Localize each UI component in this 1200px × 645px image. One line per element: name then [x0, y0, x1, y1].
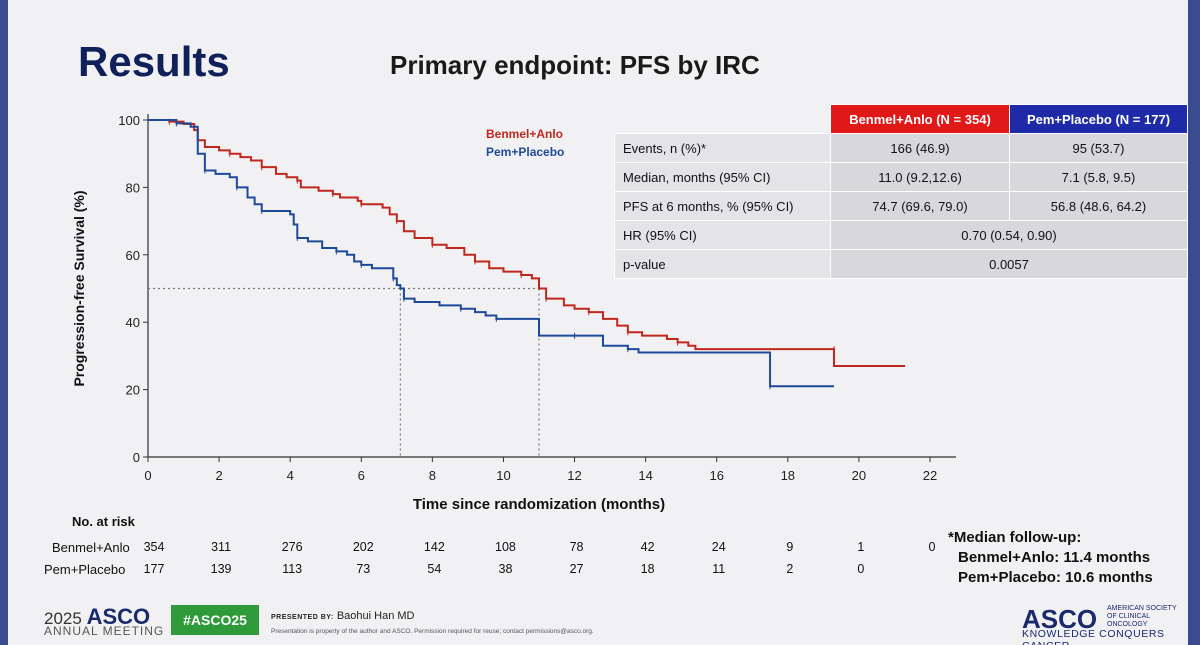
asco-logo: ASCO — [1022, 604, 1098, 634]
risk-count: 1 — [857, 540, 865, 554]
meeting-year: 2025 — [44, 609, 82, 628]
y-tick-label: 0 — [133, 450, 140, 465]
risk-count: 113 — [282, 562, 303, 576]
x-axis-label: Time since randomization (months) — [413, 496, 665, 513]
presented-by-label: PRESENTED BY: — [271, 614, 334, 621]
risk-count: 38 — [498, 562, 513, 576]
stats-header-benmel: Benmel+Anlo (N = 354) — [830, 104, 1010, 134]
x-tick-label: 0 — [144, 468, 151, 483]
x-tick-label: 6 — [358, 468, 365, 483]
followup-heading: *Median follow-up: — [948, 529, 1082, 546]
risk-count: 142 — [423, 540, 445, 554]
risk-count: 0 — [928, 540, 936, 554]
stats-row-hr: HR (95% CI) 0.70 (0.54, 0.90) — [614, 220, 1188, 250]
y-tick-label: 40 — [126, 315, 140, 330]
stats-row: Median, months (95% CI) 11.0 (9.2,12.6) … — [614, 162, 1188, 192]
y-axis-label: Progression-free Survival (%) — [71, 190, 87, 386]
followup-pem: Pem+Placebo: 10.6 months — [958, 569, 1153, 586]
presenter-line: PRESENTED BY: Baohui Han MD — [271, 610, 415, 622]
x-tick-label: 10 — [496, 468, 510, 483]
risk-count: 11 — [712, 562, 726, 576]
stats-table: Benmel+Anlo (N = 354) Pem+Placebo (N = 1… — [614, 104, 1188, 279]
x-tick-label: 14 — [638, 468, 652, 483]
slide-title: Results — [78, 38, 230, 85]
y-tick-label: 20 — [126, 383, 140, 398]
x-tick-label: 4 — [287, 468, 294, 483]
slide-subtitle: Primary endpoint: PFS by IRC — [390, 50, 760, 80]
risk-table-heading: No. at risk — [72, 514, 135, 529]
stats-row-p: p-value 0.0057 — [614, 249, 1188, 279]
risk-count: 0 — [857, 562, 865, 576]
stats-row: Events, n (%)* 166 (46.9) 95 (53.7) — [614, 133, 1188, 163]
stats-p-label: p-value — [614, 249, 831, 279]
x-tick-label: 18 — [781, 468, 795, 483]
stats-value-pem: 7.1 (5.8, 9.5) — [1009, 162, 1188, 192]
risk-count: 73 — [356, 562, 371, 576]
risk-count: 24 — [711, 540, 726, 554]
risk-count: 276 — [281, 540, 303, 554]
asco-tagline: KNOWLEDGE CONQUERS CANCER — [1022, 628, 1165, 645]
risk-count: 202 — [352, 540, 374, 554]
stats-value-pem: 95 (53.7) — [1009, 133, 1188, 163]
x-tick-label: 20 — [852, 468, 866, 483]
x-tick-label: 2 — [215, 468, 222, 483]
risk-row-label: Pem+Placebo — [44, 562, 126, 577]
stats-value-benmel: 166 (46.9) — [830, 133, 1010, 163]
asco-society-name: AMERICAN SOCIETY OF CLINICAL ONCOLOGY — [1107, 605, 1177, 628]
risk-count: 311 — [211, 540, 232, 554]
meeting-logo: 2025 ASCO — [44, 604, 150, 630]
stats-value-benmel: 11.0 (9.2,12.6) — [830, 162, 1010, 192]
x-tick-label: 22 — [923, 468, 937, 483]
km-chart: 0 20 40 60 80 100 0 2 4 6 8 10 12 14 16 18 20 22 Time sinc… — [71, 113, 956, 513]
x-tick-label: 12 — [567, 468, 581, 483]
risk-count: 9 — [786, 540, 794, 554]
risk-count: 18 — [640, 562, 655, 576]
stats-value-benmel: 74.7 (69.6, 79.0) — [830, 191, 1010, 221]
presenter-name: Baohui Han MD — [336, 610, 415, 622]
km-line-pem — [148, 119, 835, 388]
stats-corner — [615, 105, 831, 134]
y-tick-label: 100 — [118, 113, 140, 128]
legend-entry: Pem+Placebo — [486, 145, 564, 159]
copyright-notice: Presentation is property of the author a… — [271, 628, 594, 635]
meeting-name: ANNUAL MEETING — [44, 624, 165, 638]
slide: Results Primary endpoint: PFS by IRC 0 20… — [8, 0, 1188, 645]
risk-count: 354 — [143, 540, 165, 554]
risk-count: 54 — [427, 562, 442, 576]
risk-count: 42 — [640, 540, 655, 554]
stats-row: PFS at 6 months, % (95% CI) 74.7 (69.6, … — [614, 191, 1188, 221]
stats-hr-label: HR (95% CI) — [614, 220, 831, 250]
legend-entry: Benmel+Anlo — [486, 127, 563, 141]
stats-row-label: PFS at 6 months, % (95% CI) — [614, 191, 831, 221]
risk-count: 78 — [569, 540, 584, 554]
meeting-asco: ASCO — [86, 604, 151, 629]
x-tick-label: 8 — [429, 468, 436, 483]
risk-count: 27 — [569, 562, 584, 576]
followup-benmel: Benmel+Anlo: 11.4 months — [958, 549, 1151, 566]
risk-count: 139 — [210, 562, 232, 576]
risk-count: 108 — [495, 540, 516, 554]
x-tick-label: 16 — [709, 468, 723, 483]
hashtag-badge: #ASCO25 — [171, 605, 259, 635]
km-line-benmel — [148, 119, 906, 368]
y-tick-label: 80 — [126, 180, 140, 195]
stats-value-pem: 56.8 (48.6, 64.2) — [1009, 191, 1188, 221]
stats-row-label: Median, months (95% CI) — [614, 162, 831, 192]
risk-count: 2 — [786, 562, 794, 576]
stats-row-label: Events, n (%)* — [614, 133, 831, 163]
risk-row-label: Benmel+Anlo — [52, 540, 130, 555]
stats-header-pem: Pem+Placebo (N = 177) — [1009, 104, 1188, 134]
y-tick-label: 60 — [126, 248, 140, 263]
stats-hr-value: 0.70 (0.54, 0.90) — [830, 220, 1188, 250]
median-followup: *Median follow-up: Benmel+Anlo: 11.4 mon… — [948, 528, 1153, 588]
risk-count: 177 — [143, 562, 165, 576]
stats-p-value: 0.0057 — [830, 249, 1188, 279]
